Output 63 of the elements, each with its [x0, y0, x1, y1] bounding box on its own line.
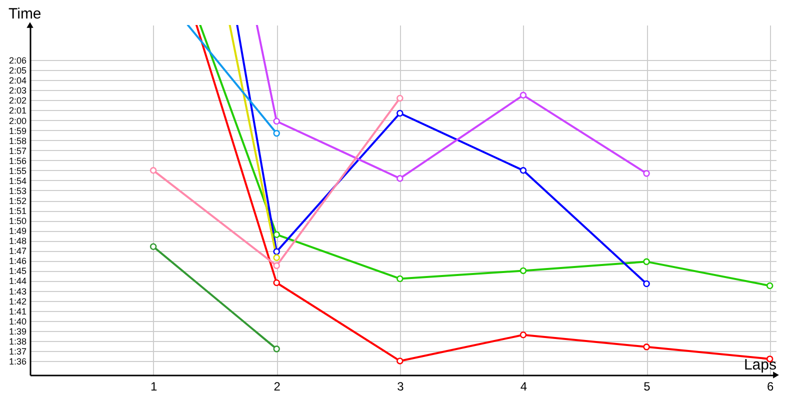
x-tick-label: 2 — [274, 380, 281, 394]
point — [396, 94, 404, 102]
y-tick-label: 1:52 — [8, 196, 26, 206]
y-tick-label: 1:48 — [8, 236, 26, 246]
y-tick-label: 1:38 — [8, 336, 26, 346]
y-tick-label: 2:04 — [8, 76, 26, 86]
point — [766, 282, 774, 290]
y-tick-label: 2:00 — [8, 116, 26, 126]
point — [273, 346, 280, 352]
y-tick-label: 2:02 — [8, 96, 26, 106]
y-tick-label: 2:06 — [8, 56, 26, 66]
point — [273, 231, 280, 238]
point — [150, 243, 157, 250]
y-tick-label: 1:45 — [8, 266, 26, 276]
y-tick-label: 1:51 — [8, 206, 26, 216]
y-tick-label: 1:57 — [8, 146, 26, 156]
y-tick-label: 1:42 — [8, 296, 26, 306]
y-tick-label: 2:03 — [8, 86, 26, 96]
y-tick-label: 1:59 — [8, 126, 26, 136]
y-tick-label: 1:50 — [8, 216, 26, 226]
y-tick-label: 1:43 — [8, 286, 26, 296]
y-tick-label: 1:55 — [8, 166, 26, 176]
point — [273, 279, 280, 286]
point — [643, 344, 650, 350]
y-tick-label: 1:54 — [8, 176, 26, 186]
point — [273, 248, 280, 256]
y-tick-label: 1:36 — [8, 356, 26, 366]
point — [273, 118, 280, 125]
y-axis-title: Time — [8, 6, 42, 22]
x-tick-label: 1 — [150, 380, 158, 394]
point — [520, 167, 527, 174]
y-tick-label: 1:44 — [8, 276, 26, 286]
point — [643, 258, 650, 266]
y-tick-label: 1:47 — [8, 246, 26, 256]
point — [520, 267, 527, 274]
point — [273, 130, 280, 137]
point — [396, 110, 404, 117]
x-axis-title: Laps — [744, 356, 776, 374]
point — [273, 262, 280, 270]
point — [520, 92, 527, 99]
y-tick-label: 2:01 — [8, 106, 26, 116]
x-tick-label: 3 — [397, 380, 404, 394]
y-tick-label: 1:37 — [8, 346, 26, 356]
y-tick-label: 1:46 — [8, 256, 26, 266]
y-tick-label: 1:39 — [8, 326, 26, 336]
y-tick-label: 1:49 — [8, 226, 26, 236]
point — [643, 280, 650, 288]
y-tick-label: 1:41 — [8, 306, 26, 316]
point — [520, 332, 527, 338]
x-tick-label: 5 — [644, 380, 651, 394]
y-tick-label: 2:05 — [8, 66, 26, 76]
point — [396, 358, 404, 364]
point — [396, 275, 404, 282]
point — [273, 254, 280, 262]
point — [396, 175, 404, 182]
y-tick-label: 1:58 — [8, 136, 26, 146]
x-tick-label: 4 — [520, 380, 528, 394]
y-tick-label: 1:53 — [8, 186, 26, 196]
y-tick-label: 1:40 — [8, 316, 26, 326]
y-tick-label: 1:56 — [8, 156, 26, 166]
x-tick-label: 6 — [766, 380, 774, 394]
point — [643, 170, 650, 177]
point — [150, 167, 157, 174]
